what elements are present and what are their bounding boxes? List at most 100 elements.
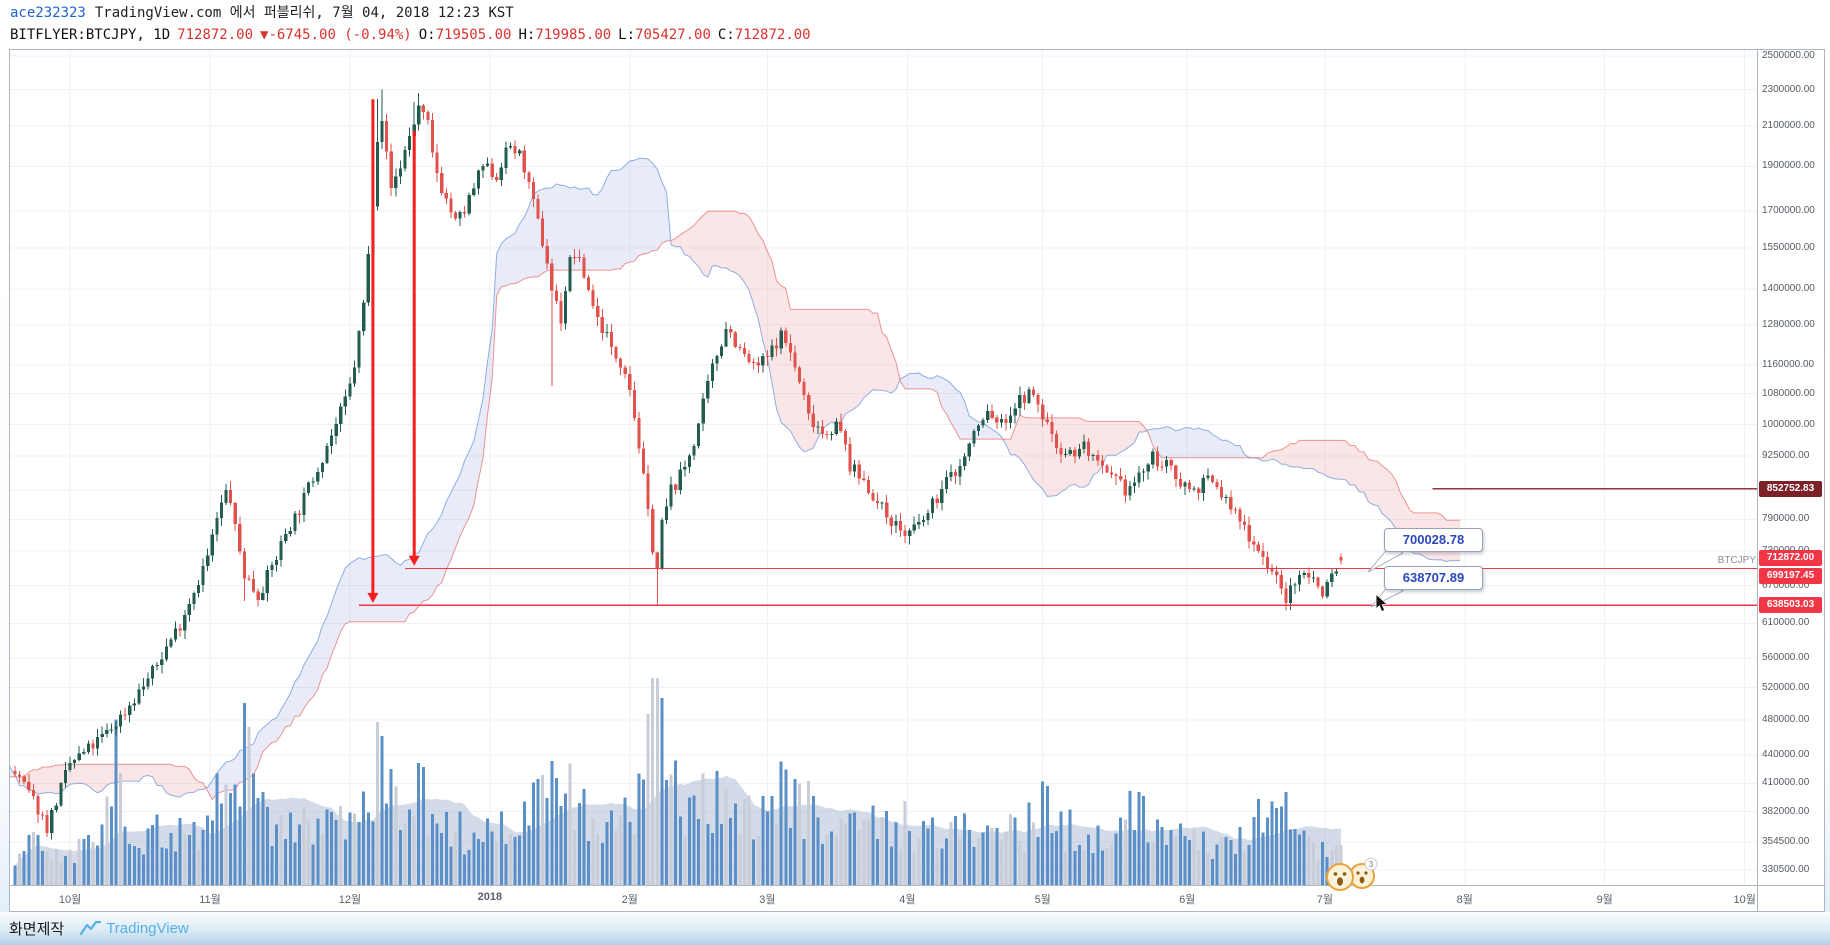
volume-bar: [431, 813, 434, 885]
price-callout[interactable]: 638707.89: [1384, 566, 1483, 590]
volume-bar: [1146, 842, 1150, 885]
candle-body: [270, 565, 274, 571]
candle-body: [564, 291, 568, 324]
volume-bar: [944, 838, 948, 885]
price-tick-label: 1400000.00: [1762, 283, 1815, 295]
price-level-badge[interactable]: 638503.03: [1759, 597, 1822, 614]
volume-bar: [692, 795, 696, 885]
volume-bar: [1247, 844, 1251, 885]
candle-body: [545, 245, 549, 264]
volume-bar: [1243, 852, 1247, 885]
price-tick-label: 2500000.00: [1762, 50, 1815, 61]
volume-bar: [1137, 791, 1141, 885]
volume-bar: [1307, 835, 1311, 885]
volume-bar: [862, 820, 866, 885]
time-axis-label: 10월: [58, 894, 82, 906]
candle-body: [1293, 584, 1297, 586]
candle-body: [169, 639, 173, 647]
candle-body: [1031, 389, 1036, 395]
volume-bar: [449, 846, 453, 885]
candle-body: [765, 356, 769, 358]
username-link[interactable]: ace232323: [10, 5, 86, 21]
candle-body: [1146, 464, 1150, 472]
volume-bar: [1188, 839, 1191, 885]
volume-bar: [215, 773, 219, 885]
volume-bar: [1321, 842, 1325, 885]
symbol-title: BITFLYER:BTCJPY, 1D: [10, 26, 171, 43]
volume-bar: [903, 800, 907, 885]
volume-bar: [1233, 854, 1237, 885]
candle-body: [1123, 479, 1127, 496]
header-last-price: 712872.00: [177, 26, 254, 43]
emoji-stickers[interactable]: 3: [1325, 856, 1379, 897]
volume-bar: [486, 818, 490, 885]
candle-body: [1316, 577, 1320, 587]
volume-bar: [1289, 829, 1292, 885]
arrow-head[interactable]: [408, 555, 420, 566]
volume-bar: [453, 831, 457, 885]
candle-body: [729, 329, 733, 333]
volume-bar: [784, 769, 788, 885]
volume-bar: [311, 844, 315, 885]
volume-bar: [821, 844, 824, 885]
price-callout[interactable]: 700028.78: [1384, 528, 1483, 552]
volume-bar: [577, 802, 581, 885]
sticker-count-bubble: [1364, 857, 1378, 871]
candle-body: [22, 776, 26, 782]
candle-body: [600, 317, 604, 333]
volume-bar: [816, 817, 820, 885]
axis-divider: [1757, 50, 1758, 911]
candle-body: [541, 218, 545, 246]
volume-bar: [77, 839, 81, 885]
candle-body: [1114, 474, 1118, 477]
candle-body: [724, 329, 728, 347]
chart-pane[interactable]: [10, 50, 1757, 885]
candle-body: [871, 492, 875, 501]
candle-body: [417, 105, 421, 125]
publish-info-line: ace232323 TradingView.com 에서 퍼블리쉬, 7월 04,…: [10, 5, 818, 22]
candle-body: [380, 121, 384, 143]
price-level-badge[interactable]: 852752.83: [1759, 480, 1822, 497]
candle-body: [1302, 573, 1306, 576]
volume-bar: [802, 839, 806, 885]
ichimoku-cloud-bullish: [10, 158, 1254, 800]
volume-bar: [990, 827, 994, 885]
ohlc-close: C:712872.00: [717, 26, 811, 43]
volume-bar: [284, 839, 288, 885]
candle-body: [1027, 389, 1031, 403]
price-tick-label: 382000.00: [1762, 805, 1810, 817]
volume-bar: [357, 821, 361, 885]
arrow-head[interactable]: [367, 592, 379, 603]
volume-bar: [1178, 823, 1182, 885]
price-tick-label: 520000.00: [1762, 681, 1810, 693]
volume-bar: [183, 834, 187, 885]
tradingview-logo[interactable]: TradingView: [80, 920, 189, 937]
volume-bar: [1142, 795, 1146, 885]
candle-body: [192, 593, 196, 604]
candle-body: [742, 347, 747, 354]
candle-body: [683, 466, 687, 470]
time-axis-label: 11월: [199, 894, 221, 906]
volume-bar: [1298, 834, 1302, 885]
volume-bar: [940, 848, 944, 885]
time-axis-label: 5월: [1034, 894, 1051, 906]
price-tick-label: 1280000.00: [1762, 319, 1815, 331]
candle-body: [605, 331, 609, 333]
volume-bar: [986, 825, 990, 885]
volume-bar: [738, 834, 742, 885]
price-level-badge[interactable]: 699197.45: [1759, 567, 1822, 584]
volume-bar: [1013, 817, 1017, 885]
candle-body: [793, 352, 797, 368]
time-axis[interactable]: 10월 11월 12월 2018 2월 3월 4월 5월 6월 7월 8월 9월 10월: [10, 886, 1824, 911]
candle-body: [1174, 465, 1178, 479]
volume-bar: [426, 835, 430, 885]
candle-body: [953, 472, 958, 477]
volume-bar: [73, 862, 77, 885]
candle-body: [412, 124, 416, 136]
volume-bar: [1119, 817, 1123, 885]
price-axis[interactable]: 2500000.00 2300000.00 2100000.00 1900000.00…: [1758, 50, 1824, 885]
volume-bar: [261, 791, 265, 885]
candle-body: [1261, 551, 1265, 557]
candle-body: [825, 434, 829, 436]
sticker-count: 3: [1369, 860, 1374, 869]
